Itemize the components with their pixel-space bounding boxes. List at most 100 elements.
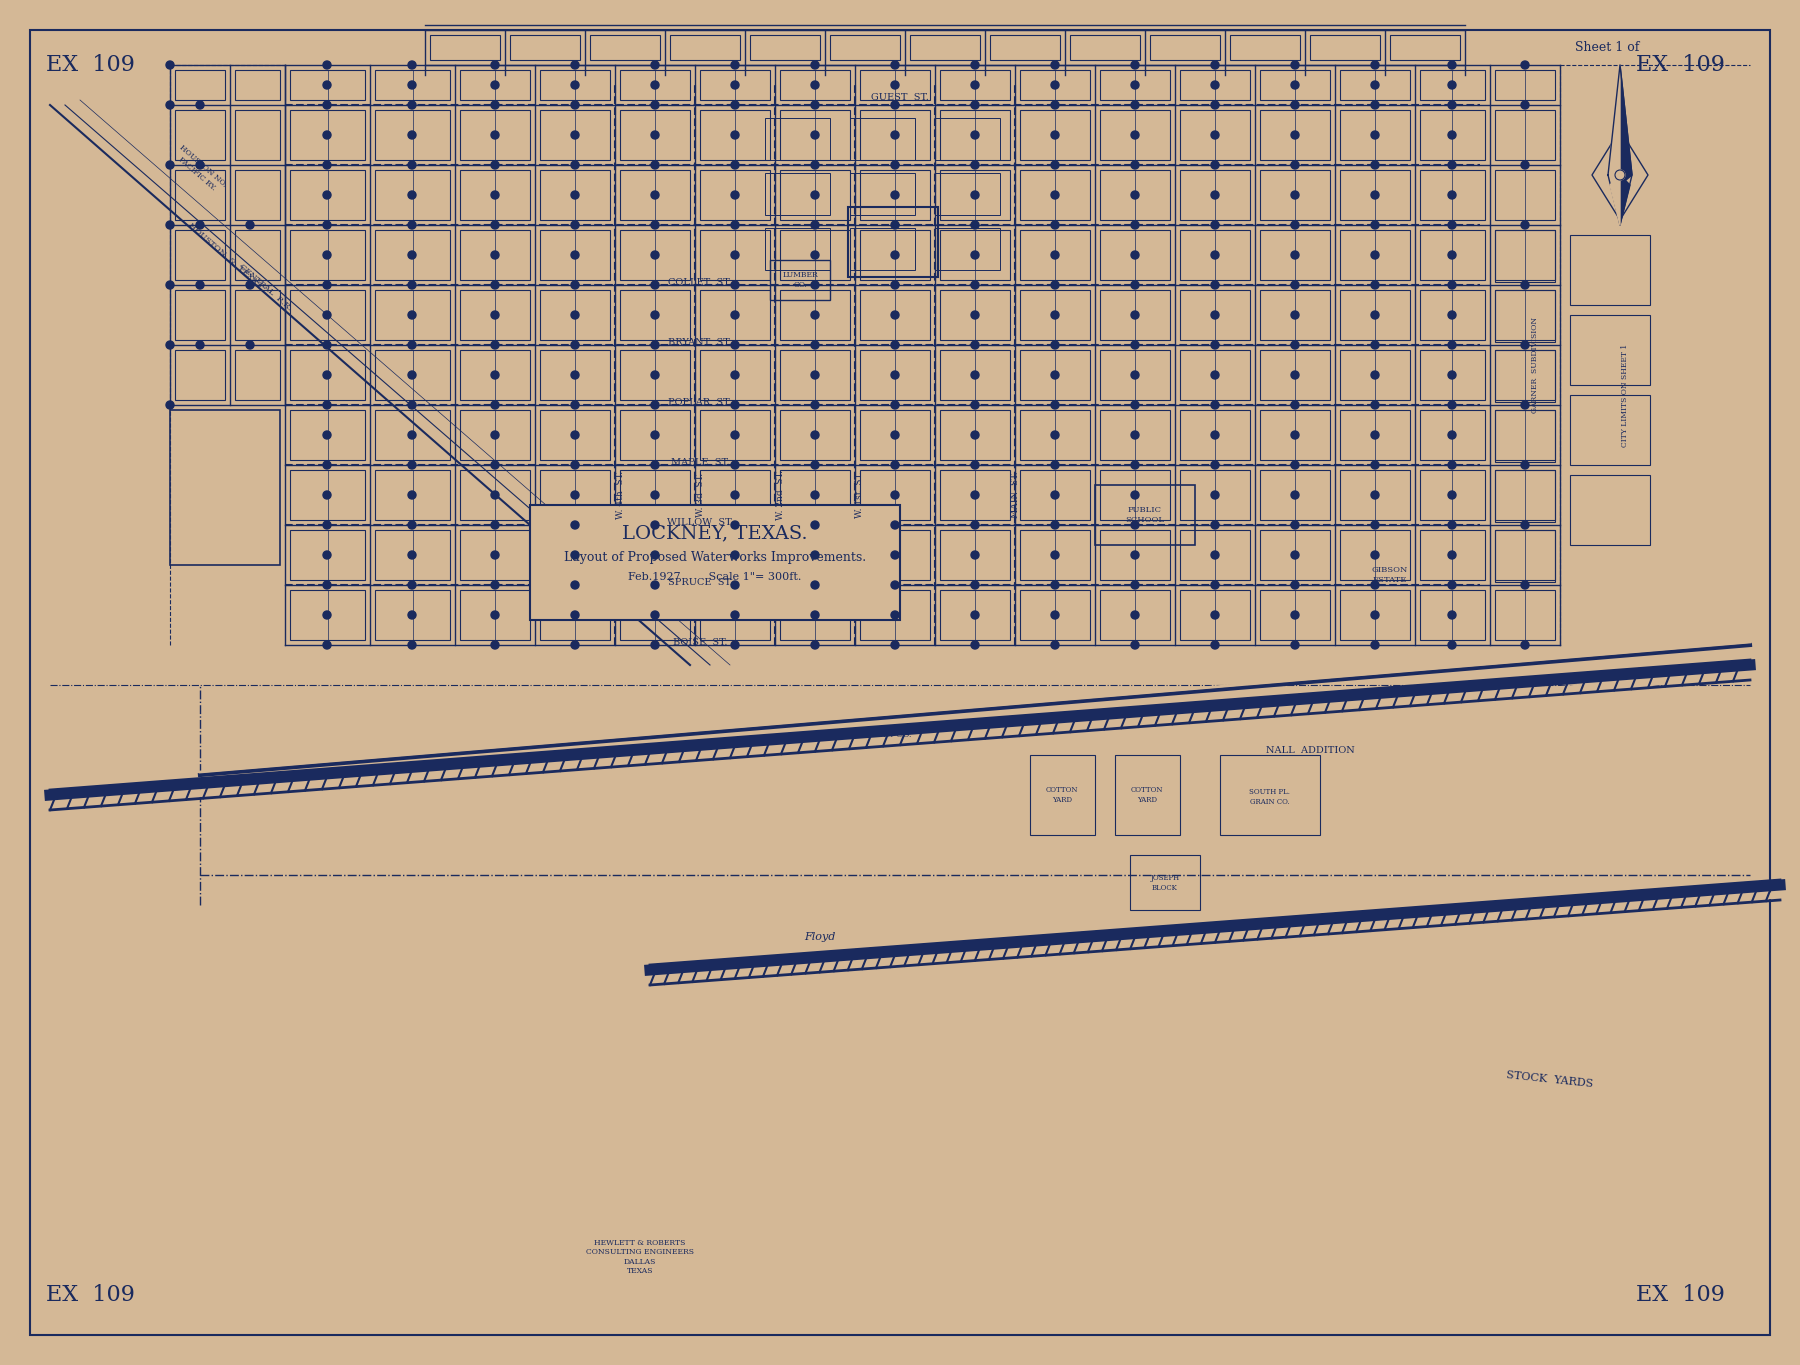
Circle shape bbox=[322, 251, 331, 259]
Circle shape bbox=[491, 61, 499, 70]
Bar bbox=[1260, 410, 1330, 460]
Text: LUMBER
CO.: LUMBER CO. bbox=[783, 272, 817, 288]
Circle shape bbox=[1447, 311, 1456, 319]
Circle shape bbox=[1372, 131, 1379, 139]
Circle shape bbox=[1372, 251, 1379, 259]
Bar bbox=[860, 530, 931, 580]
Circle shape bbox=[322, 612, 331, 618]
Circle shape bbox=[1372, 612, 1379, 618]
Circle shape bbox=[196, 281, 203, 289]
Bar bbox=[169, 410, 281, 565]
Bar bbox=[1339, 171, 1409, 220]
Bar bbox=[1100, 111, 1170, 160]
Circle shape bbox=[652, 401, 659, 410]
Circle shape bbox=[731, 612, 740, 618]
Circle shape bbox=[491, 581, 499, 590]
Circle shape bbox=[409, 401, 416, 410]
Circle shape bbox=[1447, 81, 1456, 89]
Circle shape bbox=[1372, 311, 1379, 319]
Circle shape bbox=[1447, 251, 1456, 259]
Bar bbox=[765, 117, 830, 160]
Circle shape bbox=[491, 311, 499, 319]
Circle shape bbox=[1447, 281, 1456, 289]
Circle shape bbox=[571, 221, 580, 229]
Circle shape bbox=[731, 642, 740, 648]
Text: MAPLE  ST.: MAPLE ST. bbox=[671, 457, 729, 467]
Circle shape bbox=[1051, 491, 1058, 500]
Circle shape bbox=[1447, 521, 1456, 530]
Circle shape bbox=[322, 61, 331, 70]
Bar bbox=[1570, 315, 1651, 385]
Circle shape bbox=[1211, 281, 1219, 289]
Bar bbox=[540, 530, 610, 580]
Circle shape bbox=[1051, 61, 1058, 70]
Circle shape bbox=[1051, 101, 1058, 109]
Bar bbox=[779, 410, 850, 460]
Bar bbox=[1420, 70, 1485, 100]
Circle shape bbox=[1291, 551, 1300, 560]
Circle shape bbox=[1211, 612, 1219, 618]
Circle shape bbox=[1291, 341, 1300, 349]
Circle shape bbox=[1211, 81, 1219, 89]
Bar bbox=[1260, 289, 1330, 340]
Text: HEWLETT & ROBERTS
CONSULTING ENGINEERS
DALLAS
TEXAS: HEWLETT & ROBERTS CONSULTING ENGINEERS D… bbox=[587, 1239, 695, 1275]
Bar bbox=[461, 410, 529, 460]
Bar bbox=[1339, 530, 1409, 580]
Circle shape bbox=[571, 642, 580, 648]
Polygon shape bbox=[1607, 66, 1620, 186]
Bar bbox=[1496, 349, 1555, 403]
Circle shape bbox=[970, 642, 979, 648]
Bar bbox=[1181, 410, 1249, 460]
Circle shape bbox=[891, 101, 898, 109]
Circle shape bbox=[1211, 642, 1219, 648]
Bar bbox=[1100, 171, 1170, 220]
Bar bbox=[619, 349, 689, 400]
Circle shape bbox=[196, 341, 203, 349]
Bar bbox=[765, 173, 830, 216]
Circle shape bbox=[731, 81, 740, 89]
Circle shape bbox=[571, 61, 580, 70]
Circle shape bbox=[1291, 371, 1300, 379]
Text: COLLET  ST.: COLLET ST. bbox=[668, 277, 733, 287]
Circle shape bbox=[891, 191, 898, 199]
Circle shape bbox=[652, 551, 659, 560]
Circle shape bbox=[491, 251, 499, 259]
Bar bbox=[374, 530, 450, 580]
Circle shape bbox=[1291, 612, 1300, 618]
Circle shape bbox=[166, 61, 175, 70]
Circle shape bbox=[491, 371, 499, 379]
Bar bbox=[1420, 229, 1485, 280]
Circle shape bbox=[409, 81, 416, 89]
Bar bbox=[540, 349, 610, 400]
Bar bbox=[670, 35, 740, 60]
Bar bbox=[529, 505, 900, 620]
Circle shape bbox=[652, 461, 659, 470]
Circle shape bbox=[1130, 551, 1139, 560]
Circle shape bbox=[652, 521, 659, 530]
Circle shape bbox=[1521, 401, 1528, 410]
Bar bbox=[779, 590, 850, 640]
Circle shape bbox=[1130, 251, 1139, 259]
Bar bbox=[1496, 470, 1555, 520]
Bar bbox=[290, 289, 365, 340]
Text: STOCK  YARDS: STOCK YARDS bbox=[1507, 1070, 1595, 1089]
Circle shape bbox=[1130, 101, 1139, 109]
Bar bbox=[461, 111, 529, 160]
Bar bbox=[290, 171, 365, 220]
Bar bbox=[1094, 485, 1195, 545]
Circle shape bbox=[812, 341, 819, 349]
Circle shape bbox=[891, 491, 898, 500]
Text: SPRUCE  ST.: SPRUCE ST. bbox=[668, 577, 733, 587]
Text: LOCKNEY GIN CO.: LOCKNEY GIN CO. bbox=[828, 732, 911, 738]
Circle shape bbox=[571, 281, 580, 289]
Circle shape bbox=[812, 61, 819, 70]
Circle shape bbox=[247, 281, 254, 289]
Circle shape bbox=[731, 551, 740, 560]
Circle shape bbox=[731, 191, 740, 199]
Text: EX  109: EX 109 bbox=[1636, 1284, 1724, 1306]
Bar bbox=[1339, 111, 1409, 160]
Bar bbox=[1021, 171, 1091, 220]
Bar bbox=[290, 111, 365, 160]
Circle shape bbox=[1521, 161, 1528, 169]
Circle shape bbox=[1447, 101, 1456, 109]
